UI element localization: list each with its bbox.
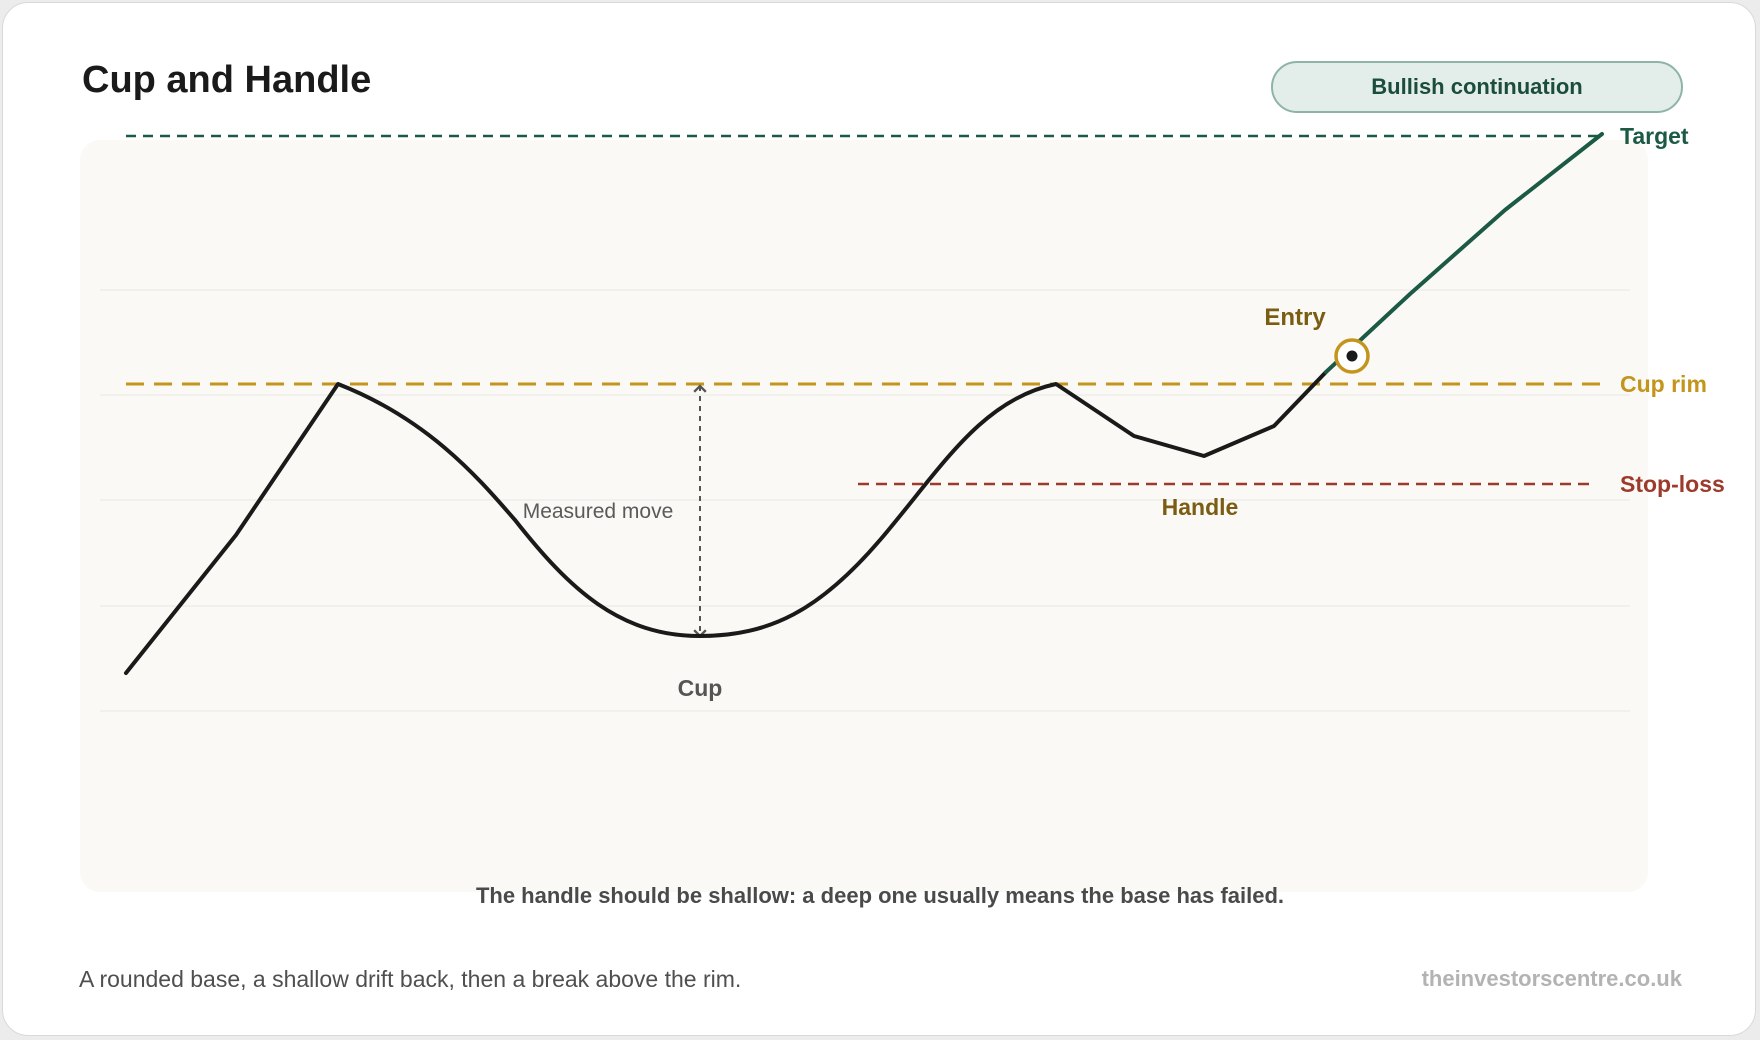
cup-rim-label: Cup rim: [1620, 371, 1707, 397]
caption: A rounded base, a shallow drift back, th…: [79, 966, 742, 992]
breakout-line: [1324, 132, 1604, 374]
stop-loss-label: Stop-loss: [1620, 471, 1725, 497]
pattern-badge: Bullish continuation: [1271, 61, 1683, 113]
entry-label: Entry: [1264, 304, 1326, 331]
source-credit: theinvestorscentre.co.uk: [1421, 966, 1682, 991]
entry-dot: [1346, 350, 1358, 362]
price-line: [124, 370, 1328, 675]
cup-label: Cup: [678, 675, 723, 701]
handle-label: Handle: [1162, 494, 1239, 520]
measured-move-label: Measured move: [523, 500, 674, 523]
plot-area: [80, 140, 1648, 892]
handle-note: The handle should be shallow: a deep one…: [475, 883, 1285, 908]
gridlines: [100, 289, 1630, 712]
target-label: Target: [1620, 123, 1689, 149]
page-title: Cup and Handle: [82, 59, 372, 101]
